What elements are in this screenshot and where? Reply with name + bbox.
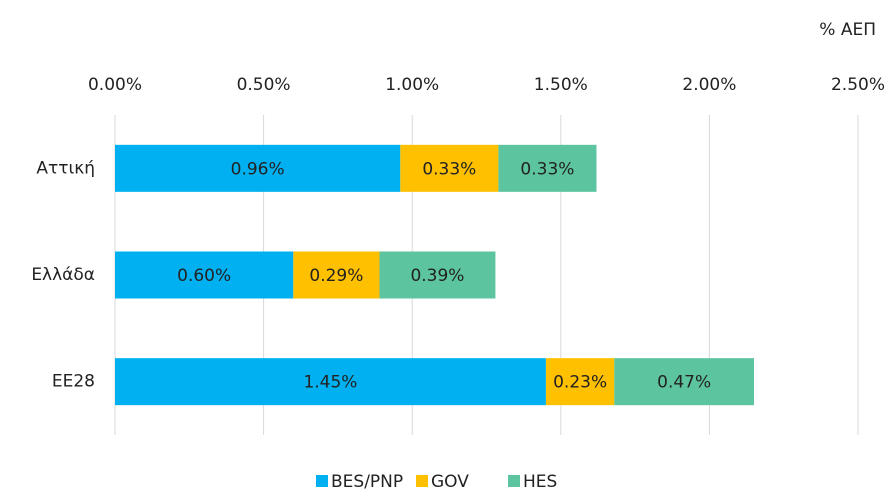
legend-swatch bbox=[508, 475, 520, 487]
legend-label: HES bbox=[523, 472, 557, 492]
legend-swatch bbox=[316, 475, 328, 487]
data-label: 0.23% bbox=[553, 373, 607, 393]
x-tick-label: 1.00% bbox=[385, 75, 439, 95]
data-label: 0.39% bbox=[410, 266, 464, 286]
y-tick-label: Ελλάδα bbox=[31, 265, 95, 285]
bar-segment bbox=[115, 144, 401, 192]
legend-label: GOV bbox=[431, 472, 469, 492]
bar-segment bbox=[400, 144, 499, 192]
x-tick-label: 0.50% bbox=[237, 75, 291, 95]
data-label: 0.29% bbox=[309, 266, 363, 286]
data-label: 0.96% bbox=[231, 159, 285, 179]
data-label: 0.47% bbox=[657, 373, 711, 393]
x-tick-label: 1.50% bbox=[534, 75, 588, 95]
bar-segment bbox=[498, 144, 597, 192]
x-tick-label: 2.50% bbox=[831, 75, 885, 95]
bar-segment bbox=[379, 251, 496, 299]
bar-segment bbox=[614, 358, 754, 406]
legend-label: BES/PNP bbox=[331, 472, 403, 492]
legend-swatch bbox=[416, 475, 428, 487]
bar-segment bbox=[293, 251, 380, 299]
data-label: 0.60% bbox=[177, 266, 231, 286]
data-label: 1.45% bbox=[303, 373, 357, 393]
bar-segment bbox=[115, 251, 294, 299]
data-label: 0.33% bbox=[520, 159, 574, 179]
bar-segment bbox=[545, 358, 615, 406]
x-tick-label: 0.00% bbox=[88, 75, 142, 95]
data-label: 0.33% bbox=[422, 159, 476, 179]
y-tick-label: Αττική bbox=[36, 158, 95, 178]
y-tick-label: ΕΕ28 bbox=[52, 372, 95, 392]
x-tick-label: 2.00% bbox=[682, 75, 736, 95]
axis-label: % ΑΕΠ bbox=[819, 20, 876, 40]
bar-segment bbox=[115, 358, 546, 406]
